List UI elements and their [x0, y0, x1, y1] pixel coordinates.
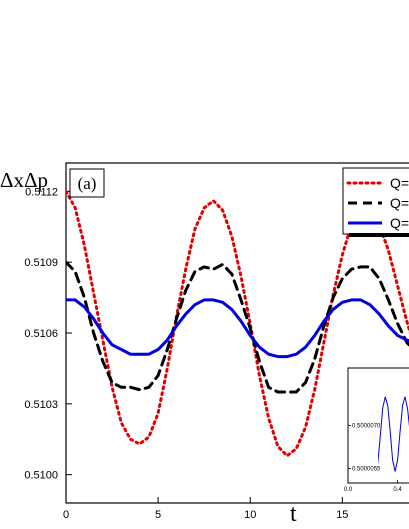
- legend-label-black: Q=: [390, 195, 409, 211]
- inset-series-blue: [378, 396, 409, 472]
- legend-label-red: Q=: [390, 175, 409, 191]
- inset-x-tick-label: 0.0: [344, 487, 353, 493]
- axis-ticks: 0 5 10 15 0.5100 0.5103 0.5106 0.5109 0.5112: [24, 186, 348, 521]
- panel-label: (a): [78, 174, 97, 193]
- inset-series-layer: [378, 396, 409, 472]
- legend-shadow: [349, 233, 409, 237]
- legend: Q= Q= Q=: [342, 167, 409, 237]
- inset-y-tick-label: 0.5000070: [352, 424, 381, 430]
- panel-label-box: [69, 168, 105, 198]
- inset-y-tick-label: 0.5000055: [352, 467, 381, 473]
- legend-label-blue: Q=: [390, 215, 409, 231]
- x-tick-label: 0: [63, 509, 69, 521]
- x-axis-title: t: [290, 501, 297, 527]
- y-axis-title: ΔxΔp: [0, 168, 48, 192]
- y-tick-label: 0.5106: [24, 328, 58, 340]
- x-tick-label: 10: [244, 509, 256, 521]
- y-tick-label: 0.5100: [24, 470, 58, 482]
- y-tick-label: 0.5109: [24, 257, 58, 269]
- series-black-dashed: [66, 260, 409, 394]
- y-tick-label: 0.5112: [25, 186, 58, 198]
- inset-axis-ticks: 0.0 0.4 0.5000055 0.5000070: [344, 424, 403, 494]
- x-tick-label: 15: [336, 509, 348, 521]
- inset-bg: [347, 367, 409, 484]
- x-tick-label: 5: [155, 509, 161, 521]
- inset: 0.0 0.4 0.5000055 0.5000070: [344, 367, 409, 494]
- inset-x-tick-label: 0.4: [393, 487, 402, 493]
- series-blue-solid: [66, 298, 409, 359]
- y-tick-label: 0.5103: [24, 399, 58, 411]
